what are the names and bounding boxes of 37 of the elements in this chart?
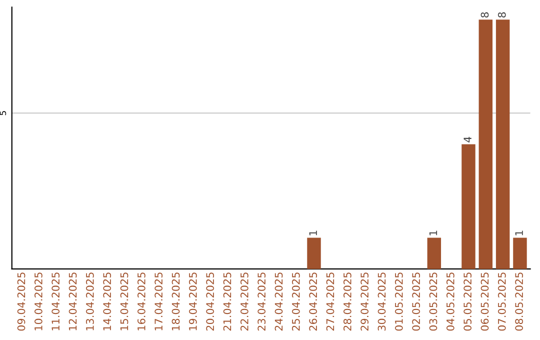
x-tick-label: 12.04.2025 (68, 272, 77, 330)
data-label: 1 (429, 230, 438, 236)
x-tick-label: 28.04.2025 (343, 272, 352, 331)
x-tick-label: 06.05.2025 (480, 272, 489, 331)
x-tick-label: 01.05.2025 (394, 272, 403, 331)
x-tick-label: 25.04.2025 (292, 272, 300, 331)
x-tick-label: 05.05.2025 (464, 272, 472, 331)
x-tick-label: 21.04.2025 (223, 272, 232, 331)
x-tick-label: 27.04.2025 (326, 272, 334, 331)
x-tick-label: 09.04.2025 (17, 272, 26, 331)
data-label: 4 (464, 136, 472, 142)
x-tick-label: 18.04.2025 (172, 272, 180, 330)
x-tick-label: 11.04.2025 (52, 272, 60, 330)
x-tick-label: 03.05.2025 (429, 272, 438, 331)
x-tick-label: 08.05.2025 (515, 272, 524, 331)
x-tick-label: 15.04.2025 (120, 272, 128, 330)
x-tick-label: 19.04.2025 (188, 272, 197, 330)
ref-line-label: 5 (0, 111, 6, 116)
x-tick-label: 02.05.2025 (412, 272, 420, 331)
x-tick-label: 22.04.2025 (240, 272, 248, 331)
x-tick-label: 17.04.2025 (154, 272, 163, 330)
x-tick-label: 13.04.2025 (86, 272, 94, 330)
data-label: 1 (309, 230, 317, 236)
x-tick-label: 20.04.2025 (206, 272, 214, 331)
x-tick-label: 10.04.2025 (34, 272, 42, 330)
x-tick-label: 07.05.2025 (498, 272, 506, 331)
x-tick-label: 29.04.2025 (360, 272, 369, 331)
x-tick-label: 24.04.2025 (274, 272, 283, 331)
x-tick-label: 14.04.2025 (103, 272, 112, 330)
x-tick-label: 26.04.2025 (309, 272, 318, 331)
data-label: 8 (498, 12, 506, 18)
x-tick-label: 30.04.2025 (378, 272, 386, 331)
data-label: 1 (515, 230, 523, 236)
x-tick-label: 04.05.2025 (446, 272, 454, 331)
x-tick-label: 23.04.2025 (258, 272, 266, 331)
data-label: 8 (480, 12, 489, 18)
x-tick-label: 16.04.2025 (137, 272, 146, 330)
